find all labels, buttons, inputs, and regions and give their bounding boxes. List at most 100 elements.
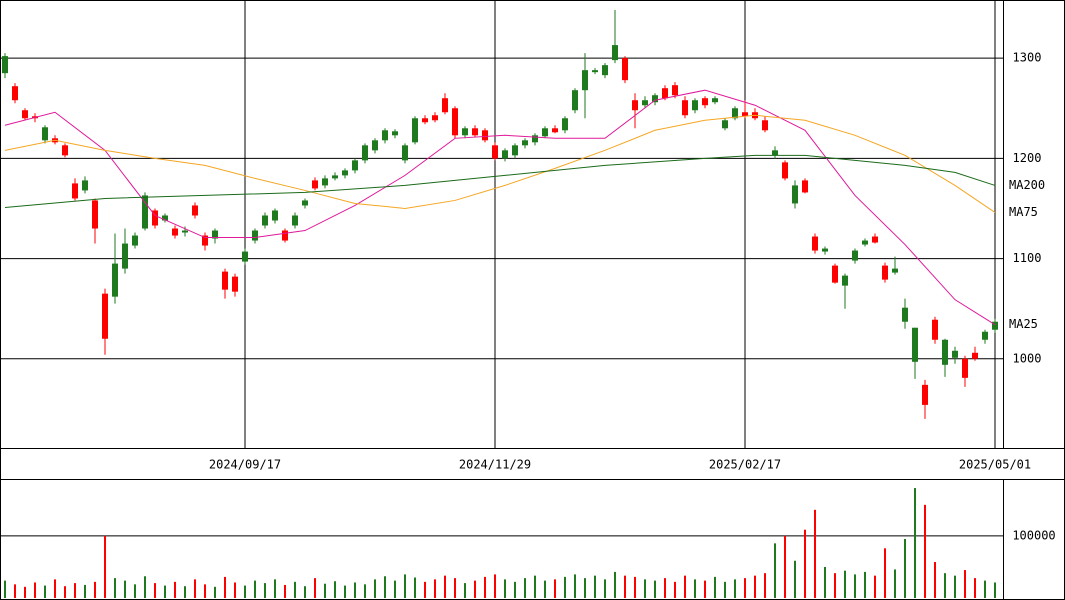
volume-bar bbox=[84, 584, 86, 598]
volume-bar bbox=[604, 579, 606, 598]
candle-body bbox=[962, 358, 968, 378]
candle-body bbox=[322, 178, 328, 186]
volume-bar bbox=[24, 586, 26, 598]
candle-body bbox=[922, 384, 928, 405]
x-tick-label: 2024/11/29 bbox=[459, 458, 531, 472]
candle-body bbox=[142, 195, 148, 229]
candle-body bbox=[692, 100, 698, 111]
volume-bar bbox=[74, 583, 76, 598]
moving-average bbox=[4, 154, 996, 208]
candle-body bbox=[682, 100, 688, 116]
candle-body bbox=[672, 85, 678, 96]
volume-bar bbox=[494, 574, 496, 598]
candle-body bbox=[362, 145, 368, 161]
volume-bar bbox=[884, 548, 886, 598]
volume-bar bbox=[714, 576, 716, 598]
volume-bar bbox=[144, 576, 146, 598]
candle-body bbox=[492, 145, 498, 159]
volume-bar bbox=[984, 580, 986, 598]
candle-body bbox=[442, 98, 448, 113]
volume-bar bbox=[694, 579, 696, 598]
candle-body bbox=[572, 90, 578, 111]
volume-bar bbox=[34, 582, 36, 598]
volume-bar bbox=[864, 571, 866, 598]
volume-bar bbox=[484, 576, 486, 598]
candle-body bbox=[902, 307, 908, 322]
candle-body bbox=[972, 352, 978, 359]
volume-bar bbox=[994, 582, 996, 598]
volume-bar bbox=[54, 579, 56, 598]
candle-body bbox=[232, 276, 238, 292]
candle-body bbox=[582, 70, 588, 91]
volume-bar bbox=[534, 575, 536, 598]
candle-body bbox=[842, 275, 848, 286]
line-label: MA200 bbox=[1009, 178, 1045, 192]
candle-body bbox=[462, 128, 468, 136]
candle-body bbox=[712, 98, 718, 103]
candle-body bbox=[942, 339, 948, 365]
volume-bar bbox=[524, 578, 526, 598]
volume-bar bbox=[444, 575, 446, 598]
volume-bar bbox=[594, 575, 596, 598]
volume-bar bbox=[924, 504, 926, 598]
volume-bar bbox=[614, 571, 616, 598]
volume-bar bbox=[584, 578, 586, 598]
candle-body bbox=[882, 265, 888, 280]
candle-body bbox=[502, 150, 508, 159]
volume-bar bbox=[234, 582, 236, 598]
candle-body bbox=[222, 271, 228, 290]
volume-bar bbox=[254, 580, 256, 598]
y-tick-label: 1300 bbox=[1013, 51, 1042, 65]
volume-bar bbox=[774, 543, 776, 598]
volume-bar bbox=[504, 579, 506, 598]
candle-body bbox=[562, 118, 568, 131]
candle-body bbox=[72, 183, 78, 199]
candle-body bbox=[452, 108, 458, 136]
volume-bar bbox=[94, 581, 96, 598]
candle-body bbox=[372, 140, 378, 151]
volume-bar bbox=[914, 488, 916, 598]
candle-body bbox=[252, 230, 258, 241]
candle-body bbox=[772, 150, 778, 156]
volume-bar bbox=[974, 578, 976, 598]
volume-bar bbox=[664, 578, 666, 598]
candle-body bbox=[722, 120, 728, 129]
candle-body bbox=[102, 293, 108, 339]
line-label: MA75 bbox=[1009, 205, 1038, 219]
volume-bar bbox=[624, 575, 626, 598]
candle-body bbox=[422, 118, 428, 123]
volume-bar bbox=[374, 579, 376, 598]
candle-body bbox=[92, 200, 98, 229]
candle-body bbox=[282, 230, 288, 241]
volume-bar bbox=[44, 585, 46, 598]
volume-bar bbox=[804, 529, 806, 598]
candle-body bbox=[412, 118, 418, 143]
candle-body bbox=[62, 145, 68, 156]
line-label: MA25 bbox=[1009, 317, 1038, 331]
candle-body bbox=[642, 100, 648, 106]
candle-body bbox=[172, 228, 178, 236]
volume-bar bbox=[514, 581, 516, 598]
candle-body bbox=[312, 180, 318, 189]
candle-body bbox=[952, 350, 958, 358]
candle-body bbox=[822, 248, 828, 252]
candle-body bbox=[182, 230, 188, 233]
volume-bar bbox=[454, 578, 456, 598]
candle-body bbox=[302, 200, 308, 206]
volume-bar bbox=[954, 575, 956, 598]
volume-bar bbox=[574, 574, 576, 598]
candle-body bbox=[392, 131, 398, 136]
candle-body bbox=[112, 263, 118, 297]
volume-bar bbox=[784, 535, 786, 598]
volume-bar bbox=[284, 584, 286, 598]
candle-body bbox=[472, 128, 478, 136]
candle-body bbox=[352, 160, 358, 171]
volume-bar bbox=[754, 575, 756, 598]
volume-bar bbox=[164, 585, 166, 598]
moving-average bbox=[4, 114, 996, 213]
candle-body bbox=[892, 268, 898, 273]
volume-bar bbox=[684, 575, 686, 598]
volume-bar bbox=[944, 573, 946, 598]
volume-bar bbox=[184, 586, 186, 598]
volume-bar bbox=[354, 582, 356, 598]
